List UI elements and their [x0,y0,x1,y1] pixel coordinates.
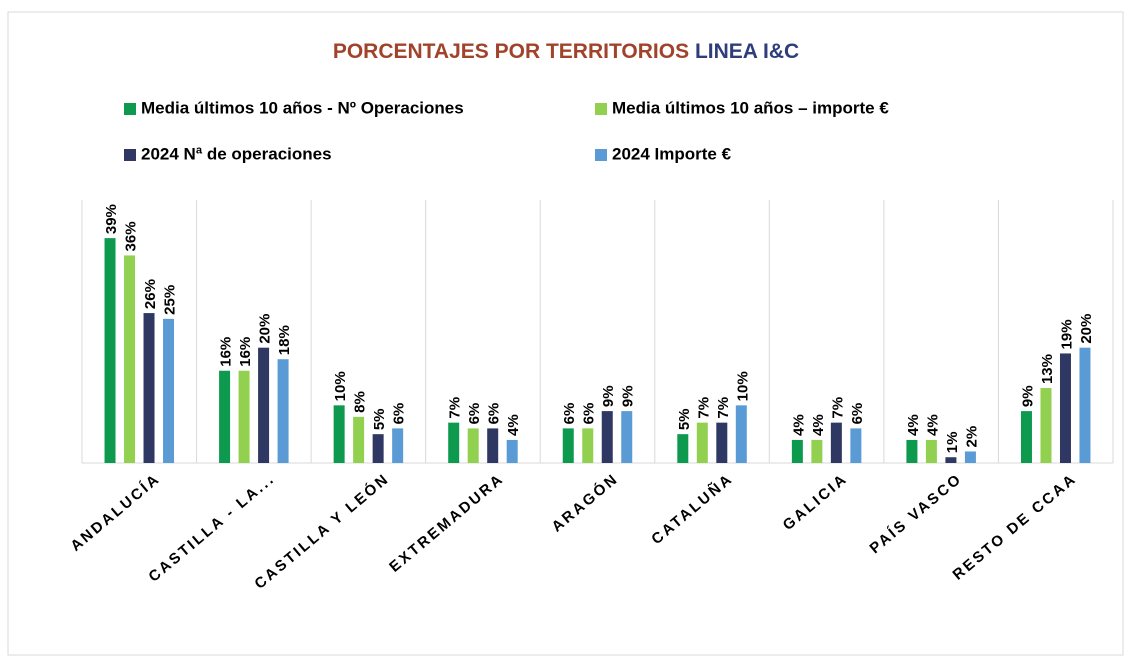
value-label: 16% [237,337,254,367]
value-label: 26% [142,279,159,309]
bar [696,422,708,463]
bar [621,411,633,463]
legend-label: Media últimos 10 años - Nº Operaciones [141,98,464,117]
value-label: 9% [1019,385,1036,407]
bar [104,238,116,463]
bar [258,347,270,463]
bar [791,439,803,463]
bar [277,359,289,463]
bar [716,422,728,463]
bar [601,411,613,463]
value-label: 2% [963,426,980,448]
bar [906,439,918,463]
value-label: 7% [447,397,464,419]
value-label: 5% [371,408,388,430]
bar [1040,388,1052,463]
bar [1020,411,1032,463]
bar [467,428,479,463]
value-label: 10% [332,371,349,401]
value-label: 4% [905,414,922,436]
bar [582,428,594,463]
value-label: 9% [620,385,637,407]
chart-frame [7,11,1124,656]
value-label: 36% [123,221,140,251]
legend-swatch [124,149,136,161]
value-label: 6% [486,403,503,425]
value-label: 1% [944,432,961,454]
bar [448,422,460,463]
value-label: 20% [257,314,274,344]
value-label: 9% [600,385,617,407]
bar [677,434,689,463]
value-label: 20% [1078,314,1095,344]
legend-label: Media últimos 10 años – importe € [612,98,889,117]
bar [830,422,842,463]
value-label: 8% [352,391,369,413]
legend-label: 2024 Importe € [612,144,732,163]
value-label: 10% [734,371,751,401]
bar [238,370,250,463]
bar [487,428,499,463]
bar [506,439,518,463]
bar [1059,353,1071,463]
bar [811,439,823,463]
title-part: PORCENTAJES POR TERRITORIOS [333,40,689,63]
bar [333,405,345,463]
bar [735,405,747,463]
value-label: 16% [218,337,235,367]
value-label: 5% [676,408,693,430]
title-part: LINEA I&C [695,40,799,63]
value-label: 7% [695,397,712,419]
bar [1079,347,1091,463]
bar [143,313,155,463]
value-label: 6% [849,403,866,425]
legend-label: 2024 Nª de operaciones [141,144,332,163]
bar [925,439,937,463]
value-label: 7% [829,397,846,419]
value-label: 7% [715,397,732,419]
value-label: 4% [924,414,941,436]
bar [124,255,136,463]
bar [219,370,231,463]
value-label: 25% [162,285,179,315]
chart-title: PORCENTAJES POR TERRITORIOS LINEA I&C [333,40,799,63]
value-label: 6% [561,403,578,425]
value-label: 19% [1058,319,1075,349]
legend-swatch [595,149,607,161]
legend-swatch [595,103,607,115]
value-label: 4% [810,414,827,436]
value-label: 6% [391,403,408,425]
bar [163,318,175,463]
value-label: 6% [581,403,598,425]
bar [964,451,976,463]
value-label: 6% [466,403,483,425]
value-label: 13% [1039,354,1056,384]
bar [372,434,384,463]
value-label: 18% [276,325,293,355]
bar [562,428,574,463]
bar [392,428,404,463]
value-label: 4% [790,414,807,436]
bar [353,416,365,463]
value-label: 4% [505,414,522,436]
legend-swatch [124,103,136,115]
bar [945,457,957,463]
bar [850,428,862,463]
value-label: 39% [103,204,120,234]
